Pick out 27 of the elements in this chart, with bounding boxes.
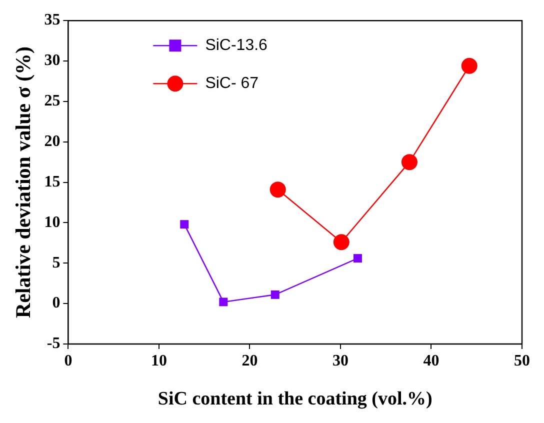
y-tick-label: 5 — [52, 254, 60, 272]
y-tick-label: 15 — [44, 173, 60, 190]
y-tick-label: 10 — [44, 214, 60, 231]
x-tick-label: 10 — [150, 352, 167, 370]
point — [180, 220, 189, 229]
x-tick-label: 20 — [242, 352, 258, 370]
point — [270, 290, 280, 299]
y-tick-label: 35 — [44, 12, 60, 29]
point — [461, 58, 478, 74]
y-tick-label: -5 — [46, 335, 60, 352]
x-axis-title: SiC content in the coating (vol.%) — [158, 388, 432, 410]
legend-label: SiC-13.6 — [205, 37, 268, 54]
point — [219, 298, 228, 306]
x-tick-label: 0 — [64, 352, 72, 370]
y-tick-label: 25 — [44, 92, 60, 110]
y-axis-title: Relative deviation value σ (%) — [11, 46, 36, 318]
point — [401, 154, 418, 170]
point — [353, 254, 362, 263]
x-tick-label: 30 — [332, 352, 348, 370]
point — [333, 234, 350, 250]
x-tick-label: 50 — [514, 352, 530, 370]
x-tick-label: 40 — [423, 352, 440, 370]
legend-label: SiC- 67 — [205, 75, 259, 92]
y-tick-label: 0 — [52, 294, 60, 312]
y-tick-label: 30 — [44, 52, 60, 70]
point — [270, 182, 286, 198]
y-tick-label: 20 — [44, 133, 60, 150]
